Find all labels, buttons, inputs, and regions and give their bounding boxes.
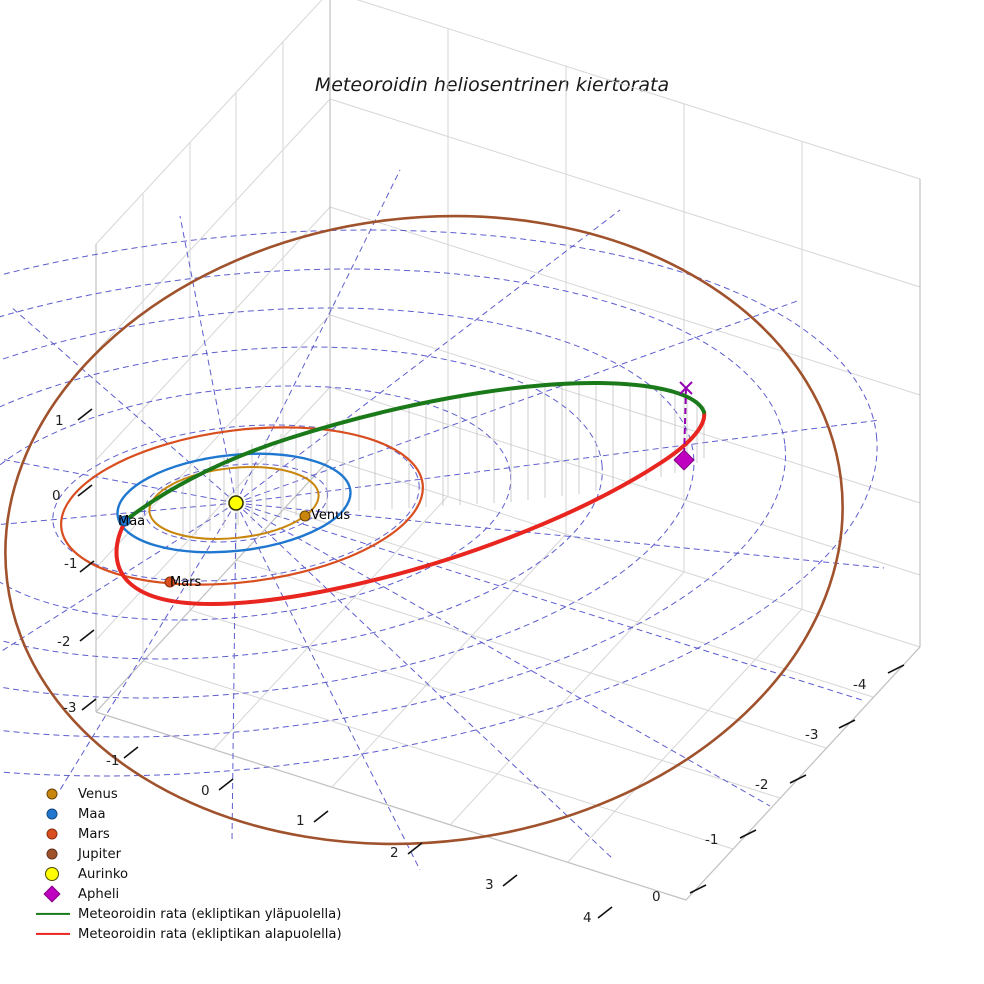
label-earth: Maa [118, 514, 146, 529]
legend-item-aurinko[interactable]: Aurinko [34, 864, 364, 884]
legend-label-below-ecliptic: Meteoroidin rata (ekliptikan alapuolella… [78, 926, 342, 942]
marker-circle-icon [46, 848, 58, 860]
x-tick-label: 1 [296, 813, 305, 829]
y-tick-label: -2 [755, 777, 769, 793]
label-venus: Venus [311, 508, 351, 523]
x-tick-label: 0 [201, 783, 210, 799]
marker-diamond-icon [43, 885, 61, 903]
legend-item-jupiter[interactable]: Jupiter [34, 844, 364, 864]
legend-label-above-ecliptic: Meteoroidin rata (ekliptikan yläpuolella… [78, 906, 342, 922]
line-sample-green-icon [36, 912, 70, 916]
legend-item-above-ecliptic[interactable]: Meteoroidin rata (ekliptikan yläpuolella… [34, 904, 364, 924]
legend-item-mars[interactable]: Mars [34, 824, 364, 844]
x-tick-label: 3 [485, 877, 494, 893]
z-tick-label: 0 [52, 488, 61, 504]
meteoroid-orbit-below-ecliptic [114, 410, 707, 606]
y-tick-label: -3 [805, 727, 819, 743]
planet-markers [119, 495, 311, 588]
marker-venus [299, 510, 311, 522]
marker-sun-icon [45, 867, 59, 881]
label-mars: Mars [170, 575, 202, 590]
marker-sun [228, 495, 244, 511]
orbit-earth [116, 452, 352, 554]
legend-key-venus [34, 784, 78, 804]
legend: Venus Maa Mars Jupiter Aurinko [34, 784, 364, 944]
legend-key-maa [34, 804, 78, 824]
legend-key-above-ecliptic [34, 904, 78, 924]
legend-item-venus[interactable]: Venus [34, 784, 364, 804]
legend-label-apheli: Apheli [78, 886, 120, 902]
meteoroid-orbit-above-ecliptic [124, 380, 706, 522]
aphelion-marker[interactable] [673, 449, 695, 471]
orbit-mars [60, 426, 424, 586]
z-tick-label: -3 [63, 700, 77, 716]
orbit-jupiter [4, 214, 844, 846]
legend-label-mars: Mars [78, 826, 110, 842]
legend-label-venus: Venus [78, 786, 118, 802]
aphelion-drop-line [679, 381, 693, 461]
x-tick-label: 2 [390, 845, 399, 861]
pane-gridlines [95, 0, 921, 901]
y-tick-label: 0 [652, 889, 661, 905]
legend-key-apheli [34, 884, 78, 904]
y-tick-label: -4 [853, 677, 867, 693]
legend-label-aurinko: Aurinko [78, 866, 129, 882]
orbit-venus [148, 466, 320, 540]
legend-key-mars [34, 824, 78, 844]
x-tick-label: -1 [106, 753, 120, 769]
marker-earth [119, 515, 131, 527]
marker-circle-icon [46, 788, 58, 800]
axis-spines [95, 0, 921, 901]
line-sample-red-icon [36, 932, 70, 936]
marker-circle-icon [46, 808, 58, 820]
z-tick-label: -2 [57, 634, 71, 650]
legend-key-below-ecliptic [34, 924, 78, 944]
legend-item-maa[interactable]: Maa [34, 804, 364, 824]
marker-circle-icon [46, 828, 58, 840]
axis-ticks [77, 408, 905, 919]
legend-key-jupiter [34, 844, 78, 864]
z-tick-label: 1 [55, 413, 64, 429]
y-tick-label: -1 [705, 832, 719, 848]
legend-item-apheli[interactable]: Apheli [34, 884, 364, 904]
legend-label-jupiter: Jupiter [78, 846, 121, 862]
x-tick-label: 4 [583, 910, 592, 926]
legend-label-maa: Maa [78, 806, 106, 822]
legend-key-aurinko [34, 864, 78, 884]
page-title: Meteoroidin heliosentrinen kiertorata [314, 74, 670, 96]
marker-mars [164, 576, 176, 588]
legend-item-below-ecliptic[interactable]: Meteoroidin rata (ekliptikan alapuolella… [34, 924, 364, 944]
z-tick-label: -1 [64, 556, 78, 572]
